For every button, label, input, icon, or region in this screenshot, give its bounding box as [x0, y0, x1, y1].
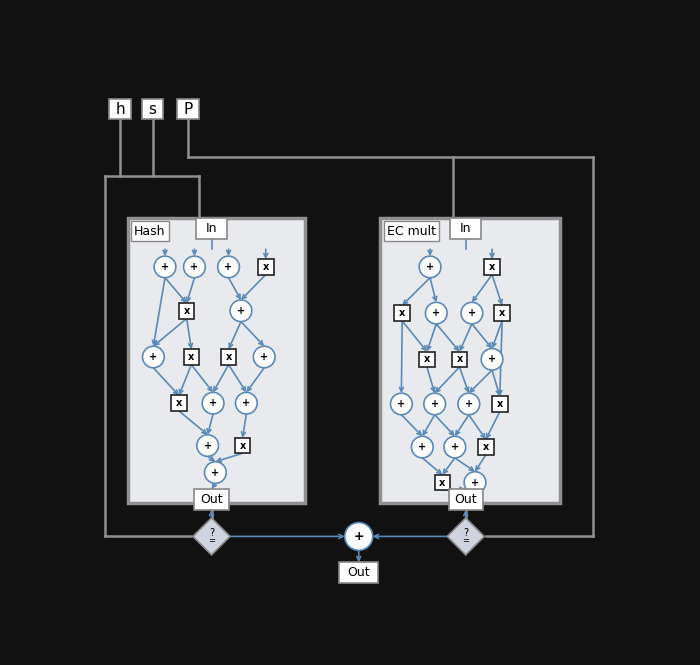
Text: +: +	[209, 398, 217, 408]
Text: x: x	[424, 354, 430, 364]
Bar	[109, 100, 131, 118]
Bar	[435, 475, 450, 490]
Bar	[196, 218, 227, 239]
Text: +: +	[418, 442, 426, 452]
Text: x: x	[176, 398, 182, 408]
Bar	[195, 489, 228, 510]
Circle shape	[481, 348, 503, 370]
Bar	[172, 396, 187, 411]
Text: s: s	[148, 102, 157, 116]
Text: +: +	[465, 399, 473, 409]
Text: EC mult: EC mult	[386, 225, 435, 237]
Bar	[183, 349, 199, 364]
Text: +: +	[426, 262, 434, 272]
Bar	[234, 438, 251, 454]
Text: +: +	[398, 399, 405, 409]
Circle shape	[461, 303, 483, 324]
Text: Out: Out	[200, 493, 223, 506]
Text: =: =	[208, 537, 215, 545]
Text: x: x	[456, 354, 463, 364]
Text: +: +	[225, 262, 232, 272]
Bar	[450, 218, 481, 239]
Text: x: x	[239, 440, 246, 451]
Text: +: +	[488, 354, 496, 364]
Text: x: x	[188, 352, 195, 362]
Bar	[177, 100, 199, 118]
Text: +: +	[432, 308, 440, 318]
Text: In: In	[206, 222, 217, 235]
Circle shape	[204, 462, 226, 483]
Polygon shape	[447, 518, 484, 555]
Text: x: x	[489, 262, 495, 272]
Text: +: +	[190, 262, 199, 272]
Bar	[492, 396, 508, 412]
Text: x: x	[183, 306, 190, 316]
Text: ?: ?	[209, 528, 214, 539]
Circle shape	[197, 435, 218, 456]
Circle shape	[345, 523, 372, 550]
Text: x: x	[497, 399, 503, 409]
Bar	[478, 440, 493, 455]
Text: +: +	[430, 399, 439, 409]
Text: h: h	[116, 102, 125, 116]
Bar	[452, 352, 468, 367]
Circle shape	[424, 393, 446, 415]
Text: ?: ?	[463, 528, 468, 539]
Text: +: +	[237, 306, 245, 316]
Text: =: =	[462, 537, 469, 545]
Circle shape	[235, 392, 257, 414]
Text: x: x	[262, 262, 269, 272]
Bar	[484, 259, 500, 275]
Circle shape	[464, 471, 486, 493]
Text: Out: Out	[454, 493, 477, 506]
Text: x: x	[225, 352, 232, 362]
Circle shape	[444, 436, 466, 458]
Text: +: +	[149, 352, 158, 362]
Bar	[381, 218, 560, 503]
Circle shape	[412, 436, 433, 458]
Bar	[258, 259, 274, 275]
Bar	[494, 305, 510, 321]
Text: x: x	[483, 442, 489, 452]
Circle shape	[230, 300, 252, 322]
Text: +: +	[211, 467, 219, 477]
Circle shape	[202, 392, 224, 414]
Bar	[179, 303, 195, 319]
Text: +: +	[204, 440, 211, 451]
Text: +: +	[260, 352, 268, 362]
Circle shape	[253, 346, 275, 368]
Text: P: P	[183, 102, 193, 116]
Text: x: x	[440, 477, 446, 487]
Circle shape	[458, 393, 480, 415]
Bar	[419, 352, 435, 367]
Text: +: +	[354, 530, 364, 543]
Circle shape	[218, 256, 239, 278]
Text: +: +	[242, 398, 251, 408]
Text: x: x	[499, 308, 505, 318]
Text: In: In	[460, 222, 472, 235]
Bar	[449, 489, 483, 510]
Circle shape	[419, 256, 441, 278]
Bar	[141, 100, 163, 118]
Text: +: +	[468, 308, 476, 318]
Bar	[340, 562, 378, 583]
Circle shape	[143, 346, 164, 368]
Bar	[128, 218, 304, 503]
Text: +: +	[471, 477, 479, 487]
Text: Out: Out	[347, 566, 370, 579]
Circle shape	[426, 303, 447, 324]
Circle shape	[183, 256, 205, 278]
Text: Hash: Hash	[134, 225, 165, 237]
Polygon shape	[193, 518, 230, 555]
Circle shape	[154, 256, 176, 278]
Text: +: +	[161, 262, 169, 272]
Text: +: +	[451, 442, 459, 452]
Bar	[220, 349, 237, 364]
Bar	[394, 305, 410, 321]
Text: x: x	[399, 308, 405, 318]
Circle shape	[391, 393, 412, 415]
